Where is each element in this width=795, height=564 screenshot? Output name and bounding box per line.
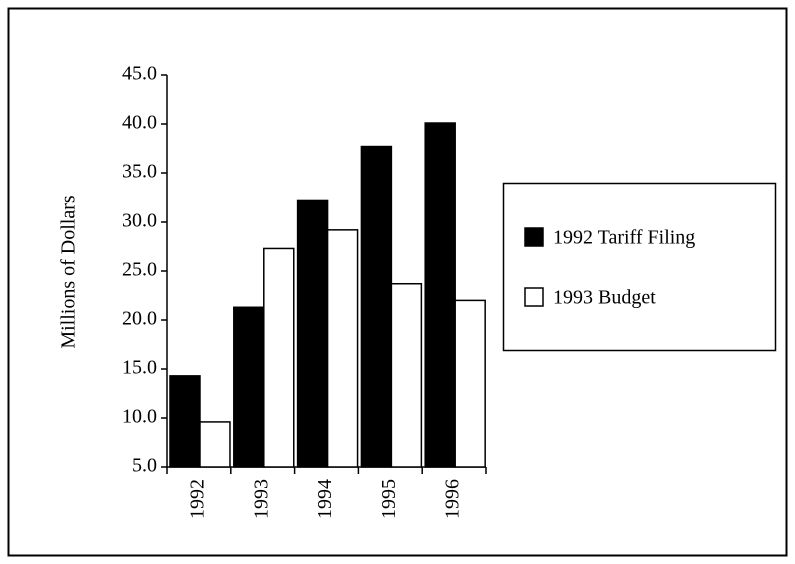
legend-swatch [524, 227, 544, 247]
y-tick-label: 10.0 [122, 406, 157, 428]
legend-label: 1992 Tariff Filing [553, 227, 695, 249]
bar [360, 145, 393, 468]
x-tick-label: 1992 [186, 479, 208, 519]
bar [169, 375, 201, 468]
legend-swatch [524, 287, 544, 307]
x-tick-label: 1996 [442, 479, 464, 519]
bar [199, 421, 231, 468]
bar [296, 199, 329, 468]
bar [424, 122, 456, 468]
bar [326, 229, 359, 468]
x-tick-label: 1994 [314, 479, 336, 519]
y-axis-label: Millions of Dollars [58, 195, 80, 349]
y-tick-label: 35.0 [122, 161, 157, 183]
legend-box [502, 182, 777, 352]
y-tick-label: 30.0 [122, 210, 157, 232]
legend-label: 1993 Budget [553, 287, 656, 309]
y-tick-label: 5.0 [132, 455, 157, 477]
y-tick-label: 40.0 [122, 112, 157, 134]
x-tick-label: 1995 [378, 479, 400, 519]
bar [233, 306, 265, 468]
y-tick-label: 25.0 [122, 259, 157, 281]
bar [454, 299, 486, 468]
y-tick-label: 15.0 [122, 357, 157, 379]
y-tick-label: 20.0 [122, 308, 157, 330]
bar [263, 247, 295, 468]
x-tick-label: 1993 [250, 479, 272, 519]
y-tick-label: 45.0 [122, 63, 157, 85]
bar [390, 282, 423, 468]
